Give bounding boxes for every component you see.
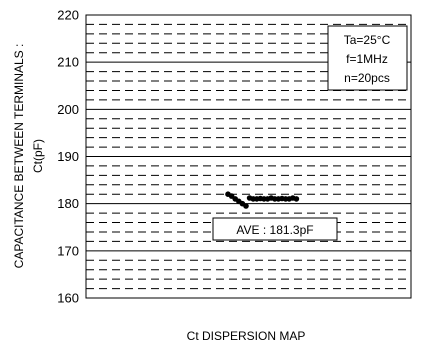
- y-axis-unit: Ct(pF): [31, 139, 45, 173]
- plot-frame: [85, 14, 412, 299]
- condition-temperature: Ta=25°C: [344, 33, 391, 47]
- y-tick-label: 200: [57, 102, 79, 117]
- y-tick-labels: 160 170 180 190 200 210 220: [57, 8, 79, 306]
- conditions-legend: Ta=25°C f=1MHz n=20pcs: [327, 25, 408, 91]
- data-point: [293, 196, 300, 202]
- grid-lines: [86, 23, 411, 290]
- average-box: [212, 217, 338, 241]
- y-axis-label: CAPACITANCE BETWEEN TERMINALS :: [12, 44, 26, 269]
- condition-frequency: f=1MHz: [346, 52, 388, 66]
- data-point: [243, 203, 249, 209]
- x-axis-label: Ct DISPERSION MAP: [187, 329, 306, 343]
- y-tick-label: 180: [57, 196, 79, 211]
- data-points: [225, 191, 300, 209]
- y-tick-label: 210: [57, 55, 79, 70]
- average-annotation: AVE : 181.3pF: [212, 217, 338, 241]
- y-tick-label: 220: [57, 8, 79, 23]
- y-tick-label: 190: [57, 149, 79, 164]
- y-tick-label: 160: [57, 291, 79, 306]
- condition-sample-count: n=20pcs: [344, 71, 390, 85]
- average-label: AVE : 181.3pF: [236, 223, 313, 237]
- y-tick-label: 170: [57, 243, 79, 258]
- conditions-box: [327, 25, 408, 91]
